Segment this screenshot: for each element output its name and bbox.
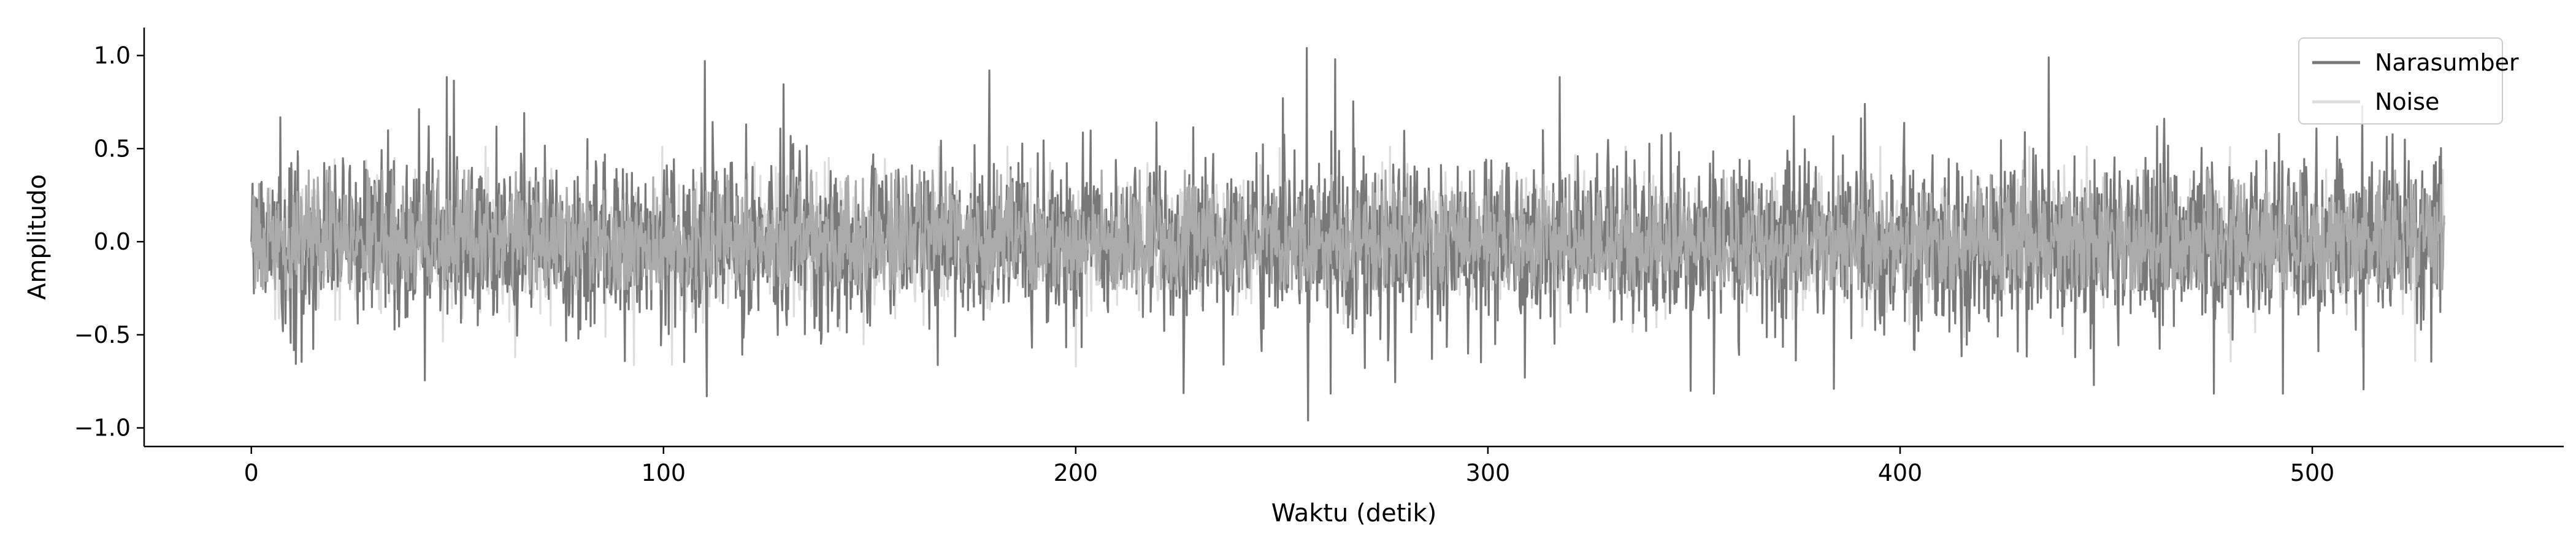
x-tick-label: 0 — [244, 459, 259, 486]
axes: 0 100 200 300 400 500 1.0 0.5 0.0 −0.5 −1.0 — [74, 28, 2564, 486]
y-tick-label: 0.5 — [94, 135, 131, 162]
x-tick-label: 500 — [2290, 459, 2335, 486]
x-ticks: 0 100 200 300 400 500 — [244, 447, 2335, 486]
y-tick-label: 1.0 — [94, 42, 131, 69]
legend-label-noise: Noise — [2375, 88, 2439, 115]
x-tick-label: 100 — [642, 459, 686, 486]
x-axis-label: Waktu (detik) — [1271, 499, 1437, 527]
y-axis-label: Amplitudo — [23, 174, 52, 300]
series-layer — [250, 47, 2445, 422]
y-tick-label: −0.5 — [74, 321, 131, 348]
legend-label-narasumber: Narasumber — [2375, 49, 2519, 76]
x-tick-label: 200 — [1054, 459, 1098, 486]
y-ticks: 1.0 0.5 0.0 −0.5 −1.0 — [74, 42, 144, 442]
legend: Narasumber Noise — [2298, 37, 2519, 125]
x-tick-label: 300 — [1466, 459, 1511, 486]
series-line-combined — [250, 169, 2445, 291]
plot-area — [250, 47, 2445, 422]
y-tick-label: −1.0 — [74, 415, 131, 442]
y-tick-label: 0.0 — [94, 228, 131, 255]
x-tick-label: 400 — [1878, 459, 1923, 486]
